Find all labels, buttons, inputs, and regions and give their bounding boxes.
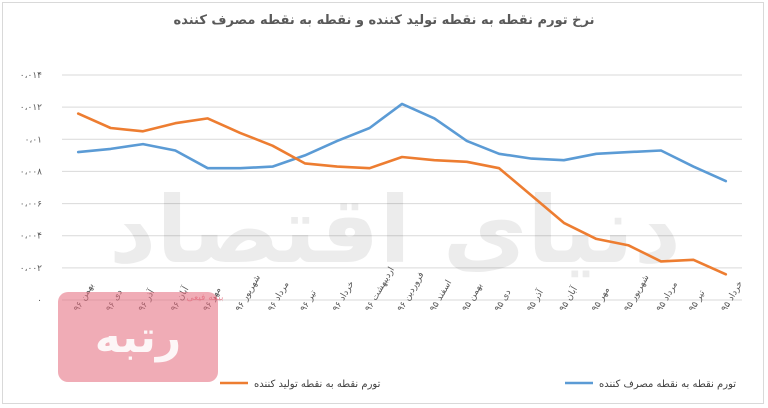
y-tick-label: ۰،۰۰۸ xyxy=(20,167,42,177)
y-tick-label: ۰ xyxy=(37,296,42,306)
series-line-1 xyxy=(76,102,728,183)
legend-label: تورم نقطه به نقطه مصرف کننده xyxy=(599,379,736,390)
x-tick-label: بهمن ۹۵ xyxy=(461,281,485,313)
legend-label: تورم نقطه به نقطه تولید کننده xyxy=(254,379,381,390)
x-tick-label: تیر ۹۵ xyxy=(687,288,707,313)
watermark-text: دنیای اقتصاد xyxy=(109,177,681,284)
x-tick-label: مرداد ۹۵ xyxy=(655,280,680,314)
x-tick-label: خرداد ۹۶ xyxy=(331,279,356,313)
x-tick-label: خرداد ۹۵ xyxy=(720,279,745,313)
y-axis-ticks: ۰ ۰،۰۰۲ ۰،۰۰۴ ۰،۰۰۶ ۰،۰۰۸ ۰،۰۱ ۰،۰۱۲ ۰،۰۱۴ xyxy=(20,71,42,306)
logo-text: رتبه xyxy=(95,312,182,363)
x-tick-label: دی ۹۵ xyxy=(493,288,513,313)
y-tick-label: ۰،۰۰۶ xyxy=(20,200,42,210)
y-tick-label: ۰،۰۱۲ xyxy=(20,103,42,113)
x-tick-label: مرداد ۹۶ xyxy=(266,280,291,314)
y-tick-label: ۰،۰۰۲ xyxy=(20,264,42,274)
logo-caption: بیمه فیعی xyxy=(187,293,224,303)
x-tick-label: تیر ۹۶ xyxy=(299,288,319,313)
x-tick-label: آبان ۹۵ xyxy=(556,284,580,314)
y-tick-label: ۰،۰۱۴ xyxy=(20,71,42,81)
logo-box xyxy=(58,292,218,382)
series-layer xyxy=(76,102,728,276)
y-tick-label: ۰،۰۱ xyxy=(25,135,42,145)
legend: تورم نقطه به نقطه مصرف کننده تورم نقطه به… xyxy=(220,379,736,390)
series-line-2 xyxy=(76,112,728,276)
y-tick-label: ۰،۰۰۴ xyxy=(20,232,42,242)
watermark: دنیای اقتصاد رتبه بیمه فیعی xyxy=(58,177,681,382)
x-tick-label: مهر ۹۵ xyxy=(590,285,612,313)
chart-title: نرخ تورم نقطه به نقطه تولید کننده و نقطه… xyxy=(174,13,595,28)
